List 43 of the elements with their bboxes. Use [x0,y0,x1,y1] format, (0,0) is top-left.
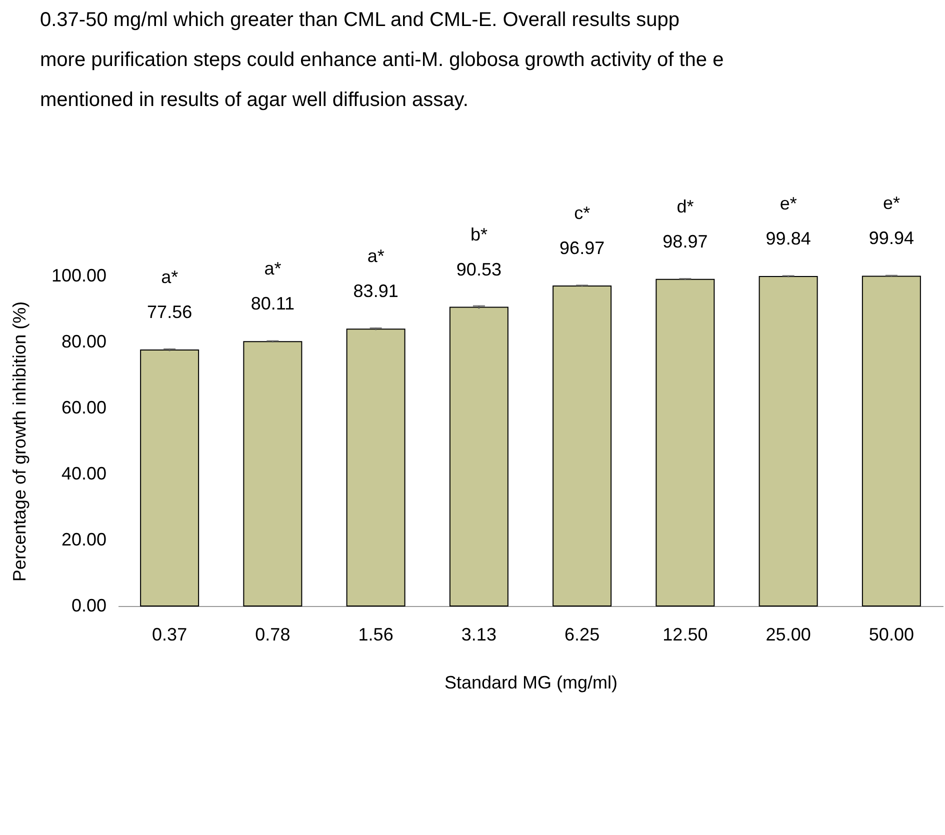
text: 0.37-50 mg/ml which greater than CML and CML-E. Overall results supp [40,8,681,33]
x-tick-label: 25.00 [766,624,811,644]
data-label: 96.97 [560,238,605,258]
x-tick-label: 1.56 [358,624,394,644]
bar [346,328,406,606]
x-axis-title: Standard MG (mg/ml) [444,672,618,692]
data-label: 80.11 [250,294,295,314]
data-label: 99.94 [868,228,914,248]
data-label: 98.97 [662,231,708,252]
text: e* [780,194,797,214]
y-tick-label: 60.00 [61,398,106,418]
x-tick-label: 0.78 [255,624,290,644]
bar [243,341,302,606]
bar [449,306,508,606]
x-tick-label: 50.00 [868,624,914,644]
text: more purification steps could enhance anti-M. globosa growth activity of the e [40,48,725,73]
x-tick-label: 0.37 [152,624,188,644]
data-label: 83.91 [353,281,398,302]
y-tick-label: 0.00 [71,596,106,616]
bar [758,276,818,606]
bar [862,276,921,606]
text: mentioned in results of agar well diffusion assay. [40,88,470,113]
x-tick-label: 3.13 [461,624,496,644]
x-tick-label: 12.50 [662,624,708,644]
annotation: a* [264,258,282,279]
text: e* [882,193,900,214]
data-label: 90.53 [456,259,502,280]
data-label: 99.84 [766,228,811,249]
text: d* [676,196,694,216]
text: a* [367,246,384,266]
text: b* [470,224,488,244]
x-tick-label: 6.25 [564,624,600,644]
bar [656,278,715,606]
annotation: a* [161,267,178,288]
text: c* [574,203,590,223]
y-tick-label: 20.00 [61,530,106,550]
y-axis-title: Percentage of growth inhibition (%) [9,301,30,582]
y-tick-label: 40.00 [61,464,106,484]
bar [552,286,612,606]
y-tick-label: 100.00 [51,266,106,286]
bar [140,350,200,606]
y-tick-label: 80.00 [61,332,106,352]
data-label: 77.56 [147,302,192,322]
